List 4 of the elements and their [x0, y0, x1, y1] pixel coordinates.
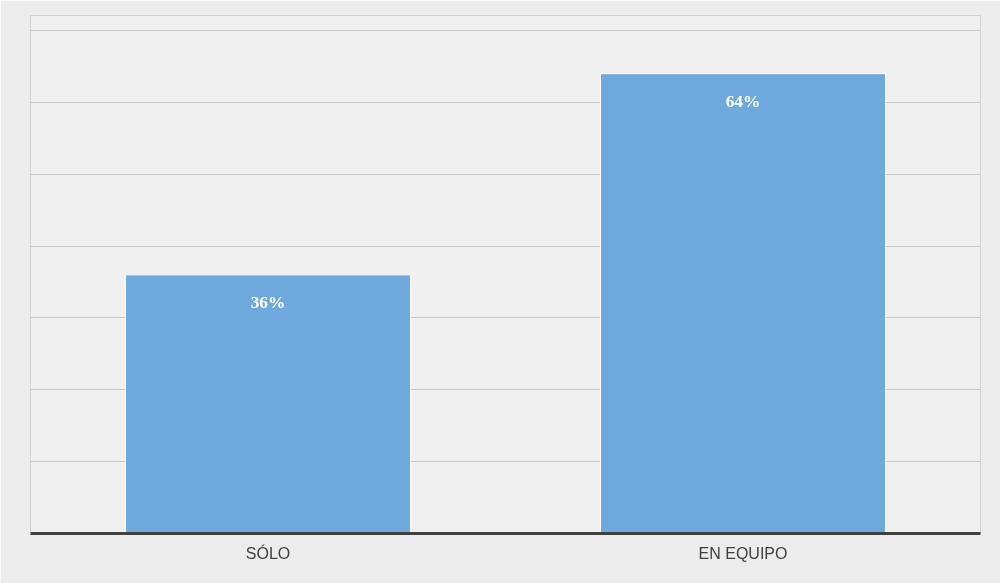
x-tick-label: EN EQUIPO — [698, 544, 788, 562]
data-label: 64% — [725, 91, 761, 111]
data-label: 36% — [250, 292, 286, 312]
x-tick-label: SÓLO — [245, 543, 291, 562]
